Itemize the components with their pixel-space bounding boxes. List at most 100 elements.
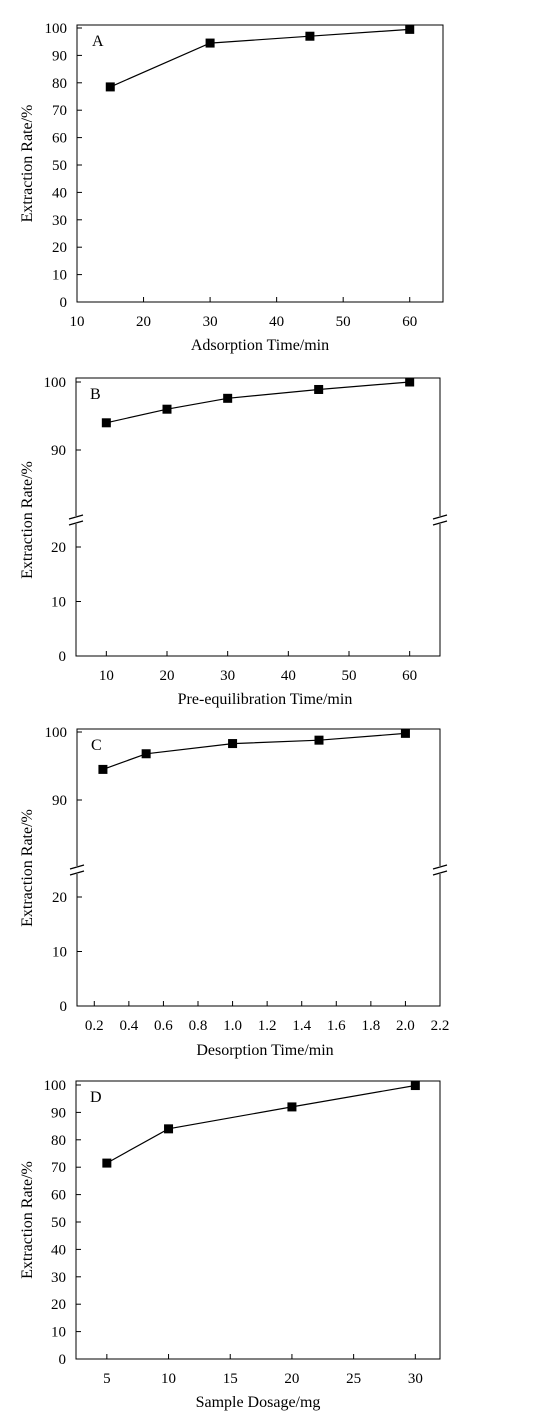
panel-a-x-tick-label: 20 <box>136 314 151 330</box>
panel-c-x-tick-label: 1.8 <box>361 1018 380 1034</box>
panel-c-y-tick-label: 0 <box>60 999 68 1015</box>
panel-d-data-point <box>102 1158 112 1168</box>
panel-c-y-axis-label: Extraction Rate/% <box>19 809 36 927</box>
panel-c-x-tick-label: 1.2 <box>258 1018 277 1034</box>
panel-b-axis-break-mark <box>432 520 448 526</box>
panel-d-y-axis-label: Extraction Rate/% <box>19 1161 36 1279</box>
panel-b: B Pre-equilibration Time/min Extraction … <box>19 375 448 708</box>
panel-c-series <box>98 728 410 774</box>
panel-b-data-point <box>223 393 233 403</box>
panel-a-series-line <box>110 28 410 88</box>
panel-c-x-axis-label: Desorption Time/min <box>196 1042 333 1059</box>
panel-a-x-tick-label: 30 <box>203 314 218 330</box>
panel-c-axis-break <box>69 864 448 876</box>
panel-a-x-tick-label: 50 <box>336 314 351 330</box>
panel-d-series <box>102 1081 420 1168</box>
panel-c-x-tick-label: 1.0 <box>223 1018 242 1034</box>
panel-a-x-tick-label: 40 <box>269 314 284 330</box>
panel-a-data-point <box>305 31 315 41</box>
panel-d-series-line <box>106 1084 416 1164</box>
panel-d-x-tick-label: 25 <box>346 1371 361 1387</box>
panel-c-ticks: 0 10 20 90 100 0.2 0.4 0.6 0.8 1.0 1.2 1.4 1.6 1.8 2.0… <box>45 725 450 1034</box>
panel-a-x-tick-label: 60 <box>402 314 417 330</box>
panel-a-y-tick-label: 40 <box>52 185 67 201</box>
panel-a-y-axis-label: Extraction Rate/% <box>19 105 36 223</box>
panel-a-y-tick-label: 100 <box>45 21 68 37</box>
panel-b-x-tick-label: 30 <box>220 668 235 684</box>
panel-a-y-tick-label: 90 <box>52 48 67 64</box>
panel-d-data-point <box>410 1081 420 1091</box>
panel-c-x-tick-label: 1.4 <box>292 1018 311 1034</box>
panel-c-axis-break-mark <box>432 864 448 870</box>
panel-b-x-tick-label: 40 <box>281 668 296 684</box>
panel-d-frame <box>75 1080 441 1360</box>
panel-c-axis-break-gap <box>437 866 443 874</box>
panel-d-y-tick-label: 50 <box>51 1215 66 1231</box>
panel-c-data-point <box>400 728 410 738</box>
panel-b-x-tick-label: 10 <box>99 668 114 684</box>
panel-d-y-tick-label: 70 <box>51 1160 66 1176</box>
panel-d-x-tick-label: 10 <box>161 1371 176 1387</box>
panel-b-x-tick-label: 50 <box>342 668 357 684</box>
panel-b-axis-break-mark <box>68 514 84 520</box>
panel-d-x-tick-label: 30 <box>408 1371 423 1387</box>
panel-a-letter: A <box>92 33 104 50</box>
panel-d-y-tick-label: 40 <box>51 1242 66 1258</box>
panel-a-y-tick-label: 60 <box>52 131 67 147</box>
panel-d-data-point <box>287 1102 297 1112</box>
panel-c-x-tick-label: 2.0 <box>396 1018 415 1034</box>
panel-c-y-tick-label: 20 <box>52 890 67 906</box>
panel-b-series <box>101 377 415 428</box>
panel-b-x-tick-label: 20 <box>160 668 175 684</box>
panel-c-y-tick-label: 90 <box>52 793 67 809</box>
panel-d-y-tick-label: 10 <box>51 1325 66 1341</box>
panel-b-y-tick-label: 10 <box>51 595 66 611</box>
panel-d-y-tick-label: 20 <box>51 1297 66 1313</box>
panel-c-x-tick-label: 0.4 <box>119 1018 138 1034</box>
panel-a-y-tick-label: 80 <box>52 76 67 92</box>
panel-c-axis-break-mark <box>432 870 448 876</box>
panel-d-y-tick-label: 60 <box>51 1188 66 1204</box>
panel-c-x-tick-label: 2.2 <box>431 1018 450 1034</box>
panel-b-axis-break-mark <box>432 514 448 520</box>
panel-d-x-axis-label: Sample Dosage/mg <box>196 1394 321 1411</box>
panel-a-frame <box>76 24 444 303</box>
panel-c-y-tick-label: 100 <box>45 725 68 741</box>
panel-d-x-tick-label: 20 <box>284 1371 299 1387</box>
panel-d-letter: D <box>90 1089 102 1106</box>
panel-b-axis-break-mark <box>68 520 84 526</box>
panel-d-ticks: 0 10 20 30 40 50 60 70 80 90 100 5 10 15 20 25 30 <box>44 1078 423 1387</box>
panel-a: A Adsorption Time/min Extraction Rate/% … <box>19 21 444 354</box>
panel-d-y-tick-label: 90 <box>51 1105 66 1121</box>
panel-b-axis-break-gap <box>437 516 443 524</box>
panel-b-axis-break-gap <box>73 516 79 524</box>
panel-a-data-point <box>405 24 415 34</box>
panel-d-data-point <box>164 1124 174 1134</box>
panel-c-frame <box>76 728 441 1007</box>
panel-b-y-tick-label: 20 <box>51 540 66 556</box>
panel-a-x-tick-label: 10 <box>70 314 85 330</box>
panel-b-series-line <box>106 381 410 424</box>
panel-d-y-tick-label: 80 <box>51 1133 66 1149</box>
panel-b-data-point <box>405 377 415 387</box>
panel-b-data-point <box>314 384 324 394</box>
panel-b-ticks: 0 10 20 90 100 10 20 30 40 50 60 <box>44 375 418 684</box>
panel-b-y-tick-label: 100 <box>44 375 67 391</box>
panel-c: C Desorption Time/min Extraction Rate/% … <box>19 725 449 1059</box>
panel-b-x-tick-label: 60 <box>402 668 417 684</box>
panel-c-axis-break-mark <box>69 864 85 870</box>
panel-a-x-axis-label: Adsorption Time/min <box>191 337 329 354</box>
panel-a-series <box>105 24 415 92</box>
panel-d-y-tick-label: 0 <box>59 1352 67 1368</box>
panel-a-y-tick-label: 10 <box>52 268 67 284</box>
panel-d: D Sample Dosage/mg Extraction Rate/% 0 10… <box>19 1078 441 1411</box>
panel-b-frame <box>75 377 441 657</box>
panel-b-data-point <box>162 404 172 414</box>
panel-a-y-tick-label: 30 <box>52 213 67 229</box>
panel-a-y-tick-label: 50 <box>52 158 67 174</box>
panel-b-y-tick-label: 90 <box>51 443 66 459</box>
panel-a-data-point <box>105 82 115 92</box>
panel-a-y-tick-label: 20 <box>52 240 67 256</box>
